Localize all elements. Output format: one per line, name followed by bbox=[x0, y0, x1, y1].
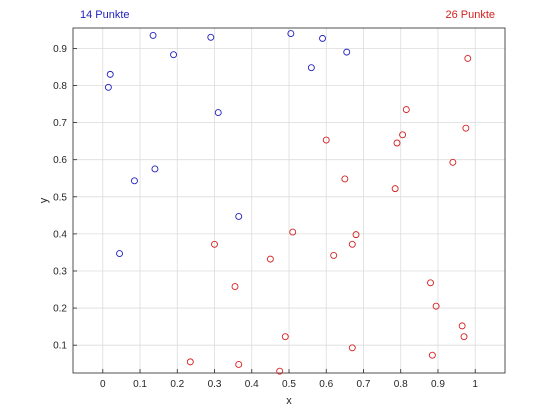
x-tick-label: 0.4 bbox=[245, 379, 259, 390]
y-tick-label: 0.8 bbox=[53, 81, 67, 92]
red-data-point bbox=[352, 231, 360, 239]
blue-data-point bbox=[116, 250, 124, 257]
blue-data-point bbox=[106, 70, 114, 78]
red-data-point bbox=[428, 351, 436, 359]
blue-data-point bbox=[343, 48, 351, 56]
y-tick-label: 0.3 bbox=[53, 266, 67, 277]
x-tick-label: 0.1 bbox=[133, 379, 147, 390]
red-data-point bbox=[289, 228, 297, 236]
red-data-point bbox=[276, 367, 284, 375]
x-axis-label: x bbox=[286, 395, 292, 407]
red-data-point bbox=[391, 185, 399, 193]
red-data-point bbox=[235, 361, 243, 368]
x-tick-label: 0.8 bbox=[394, 379, 408, 390]
red-data-point bbox=[330, 251, 338, 259]
x-tick-label: 0.7 bbox=[357, 379, 371, 390]
blue-data-point bbox=[319, 34, 326, 42]
y-tick-label: 0.1 bbox=[53, 341, 67, 352]
red-data-point bbox=[427, 279, 434, 287]
red-data-point bbox=[348, 240, 356, 248]
x-tick-label: 0 bbox=[100, 379, 106, 390]
data-points bbox=[104, 30, 472, 375]
red-data-point bbox=[432, 302, 440, 310]
red-data-point bbox=[462, 124, 470, 132]
blue-data-point bbox=[170, 51, 178, 59]
x-tick-label: 1 bbox=[472, 379, 478, 390]
blue-data-point bbox=[130, 177, 138, 185]
y-tick-label: 0.4 bbox=[53, 229, 67, 240]
x-tick-label: 0.9 bbox=[431, 379, 445, 390]
grid-lines bbox=[73, 28, 505, 373]
y-tick-label: 0.7 bbox=[53, 118, 67, 129]
red-data-point bbox=[399, 131, 407, 139]
red-data-point bbox=[402, 106, 410, 114]
series-count-label-blue: 14 Punkte bbox=[80, 9, 130, 21]
red-data-point bbox=[348, 344, 356, 352]
red-data-point bbox=[341, 175, 349, 183]
blue-data-point bbox=[149, 31, 157, 39]
series-count-label-red: 26 Punkte bbox=[445, 9, 495, 21]
y-tick-label: 0.5 bbox=[53, 192, 67, 203]
axis-ticks: 0 0.1 0.2 0.3 0.4 0.5 0.6 0.7 0.8 0.9 1 0.1 0.2 0.3 0.… bbox=[53, 44, 478, 390]
y-axis-label: y bbox=[38, 197, 50, 203]
red-data-point bbox=[266, 255, 274, 263]
y-tick-label: 0.9 bbox=[53, 44, 67, 55]
red-data-point bbox=[449, 158, 457, 166]
x-tick-label: 0.5 bbox=[282, 379, 296, 390]
red-data-point bbox=[231, 283, 239, 291]
blue-data-point bbox=[307, 64, 315, 72]
x-tick-label: 0.2 bbox=[170, 379, 184, 390]
x-tick-label: 0.3 bbox=[208, 379, 222, 390]
blue-data-point bbox=[104, 83, 112, 91]
red-data-point bbox=[186, 358, 194, 366]
blue-data-point bbox=[207, 33, 215, 41]
y-tick-label: 0.2 bbox=[53, 304, 67, 315]
red-data-point bbox=[393, 139, 401, 147]
red-data-point bbox=[458, 322, 466, 330]
blue-data-point bbox=[214, 109, 222, 117]
x-tick-label: 0.6 bbox=[319, 379, 333, 390]
red-data-point bbox=[464, 54, 472, 62]
blue-data-point bbox=[151, 165, 159, 173]
blue-data-point bbox=[235, 213, 243, 220]
red-data-point bbox=[322, 136, 330, 144]
blue-data-point bbox=[287, 30, 295, 38]
red-data-point bbox=[281, 333, 289, 341]
red-data-point bbox=[211, 240, 218, 248]
y-tick-label: 0.6 bbox=[53, 155, 67, 166]
red-data-point bbox=[460, 333, 468, 341]
